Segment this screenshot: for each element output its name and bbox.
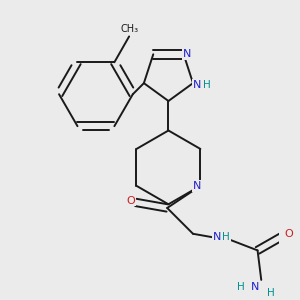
- Text: N: N: [183, 49, 191, 59]
- Text: H: H: [203, 80, 211, 90]
- Text: N: N: [250, 282, 259, 292]
- Text: O: O: [126, 196, 135, 206]
- Text: CH₃: CH₃: [120, 24, 138, 34]
- Text: N: N: [193, 181, 201, 191]
- Text: H: H: [222, 232, 230, 242]
- Text: H: H: [237, 282, 245, 292]
- Text: N: N: [193, 80, 202, 90]
- Text: O: O: [284, 229, 293, 239]
- Text: H: H: [267, 288, 274, 298]
- Text: N: N: [213, 232, 221, 242]
